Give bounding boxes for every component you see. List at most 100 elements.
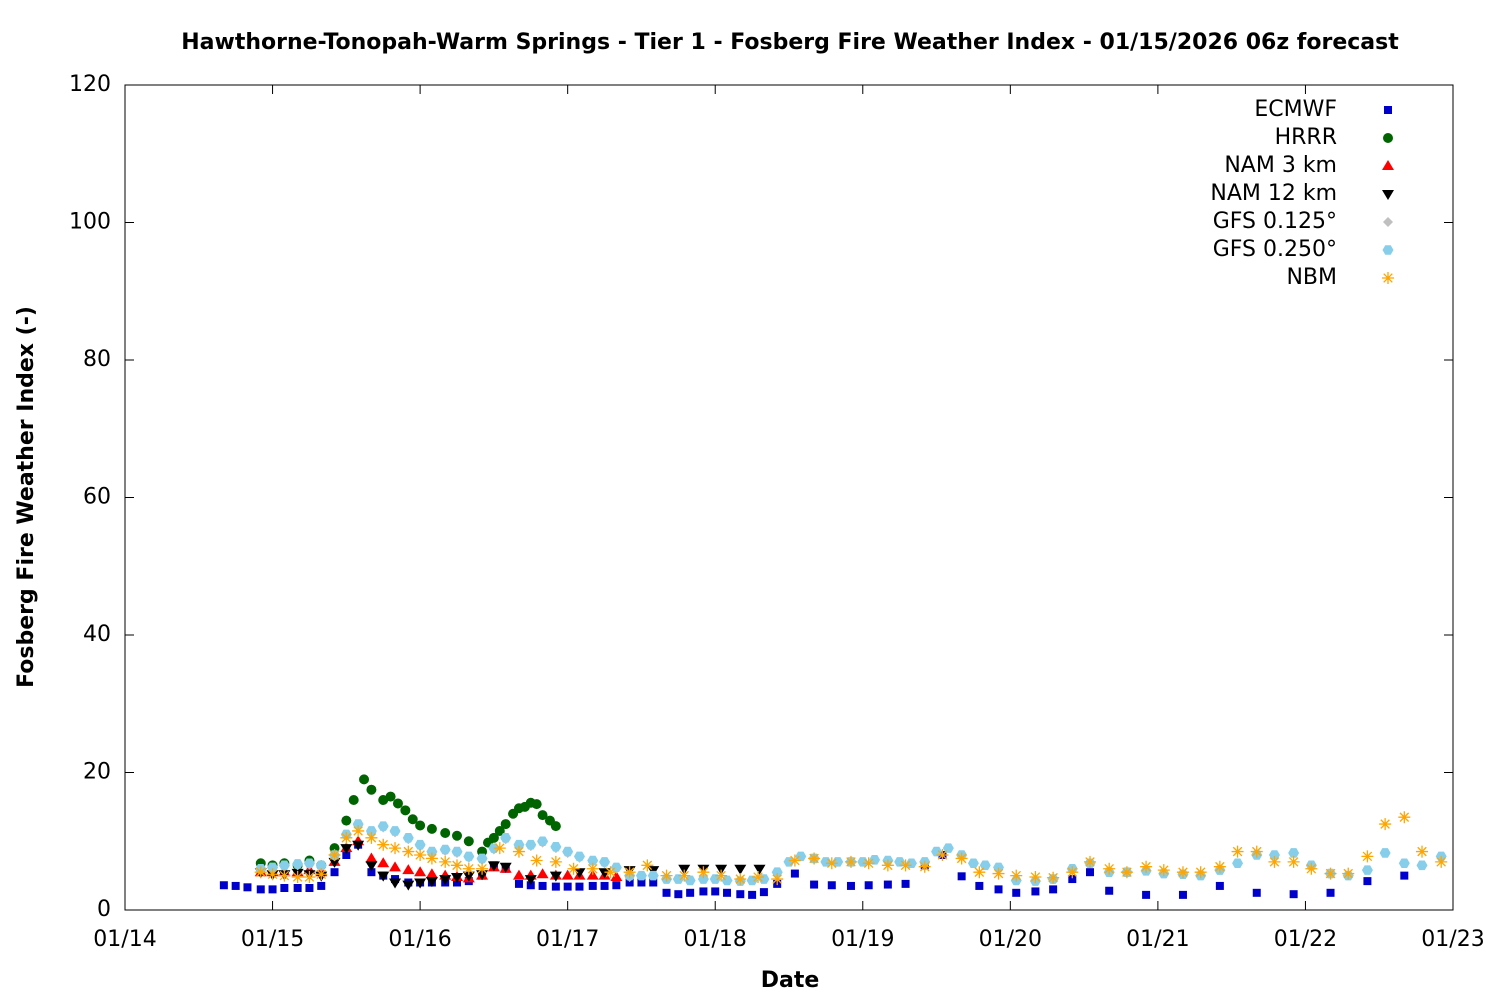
point (377, 857, 390, 868)
x-tick-label: 01/20 (979, 927, 1042, 952)
point (377, 838, 390, 851)
point (267, 862, 279, 873)
point (600, 881, 609, 890)
point (715, 869, 728, 882)
legend-symbol (1383, 133, 1393, 143)
point (500, 833, 512, 843)
point (1326, 888, 1335, 897)
point (899, 859, 912, 872)
point (440, 828, 451, 838)
point (931, 846, 943, 857)
point (414, 839, 426, 850)
point (1213, 860, 1226, 873)
point (1289, 890, 1298, 899)
point (561, 869, 574, 880)
legend-label: NAM 12 km (1210, 181, 1337, 206)
point (365, 831, 378, 844)
point (425, 852, 438, 865)
point (462, 862, 475, 875)
point (575, 882, 584, 891)
point (494, 825, 505, 836)
point (1416, 845, 1429, 858)
legend-symbol (1382, 272, 1394, 284)
point (641, 859, 654, 872)
point (1068, 875, 1077, 884)
point (610, 871, 623, 881)
point (1140, 860, 1153, 873)
y-tick-label: 80 (83, 347, 111, 372)
point (1305, 862, 1318, 875)
point (795, 851, 807, 862)
point (524, 875, 537, 886)
legend-label: NBM (1286, 265, 1337, 290)
point (1398, 811, 1411, 824)
point (348, 795, 359, 805)
point (567, 862, 580, 875)
point (352, 824, 365, 837)
point (734, 873, 747, 886)
point (365, 861, 378, 872)
point (1379, 848, 1391, 858)
point (291, 871, 304, 883)
x-tick-label: 01/14 (93, 927, 156, 952)
point (723, 888, 732, 897)
y-axis-label: Fosberg Fire Weather Index (-) (14, 306, 39, 688)
point (389, 842, 402, 855)
point (674, 890, 683, 899)
point (979, 860, 991, 871)
point (942, 843, 954, 853)
point (359, 774, 370, 785)
point (402, 845, 415, 858)
legend-symbol (1382, 160, 1394, 170)
point (340, 844, 353, 855)
x-tick-label: 01/15 (241, 927, 304, 952)
point (918, 860, 931, 873)
point (1400, 871, 1409, 880)
legend-label: GFS 0.125° (1213, 209, 1337, 234)
point (1268, 850, 1280, 860)
point (1047, 871, 1060, 884)
point (753, 864, 766, 875)
point (341, 815, 352, 826)
point (366, 784, 377, 795)
point (1031, 887, 1040, 896)
point (402, 864, 415, 875)
point (1342, 867, 1355, 880)
point (790, 869, 799, 878)
x-tick-label: 01/23 (1421, 927, 1484, 952)
point (389, 878, 402, 889)
point (697, 866, 710, 879)
legend-symbol (1382, 245, 1394, 255)
point (476, 870, 489, 881)
point (278, 869, 291, 882)
point (699, 887, 708, 896)
point (955, 852, 968, 865)
point (352, 840, 365, 851)
point (1084, 855, 1097, 868)
legend-symbol (1382, 190, 1394, 200)
point (1120, 866, 1133, 879)
legend-symbol (1383, 217, 1393, 227)
point (425, 877, 438, 888)
point (573, 868, 586, 879)
point (292, 859, 304, 869)
point (1066, 866, 1079, 879)
point (425, 868, 438, 879)
point (367, 868, 376, 877)
point (537, 836, 549, 847)
point (303, 871, 316, 883)
point (1363, 877, 1372, 886)
point (500, 819, 511, 830)
point (303, 858, 315, 869)
point (451, 859, 463, 872)
point (1105, 886, 1114, 895)
point (487, 861, 500, 872)
x-tick-label: 01/18 (684, 927, 747, 952)
point (407, 814, 418, 825)
point (588, 881, 597, 890)
point (499, 862, 512, 873)
point (623, 866, 636, 879)
point (734, 864, 747, 875)
point (637, 878, 646, 887)
